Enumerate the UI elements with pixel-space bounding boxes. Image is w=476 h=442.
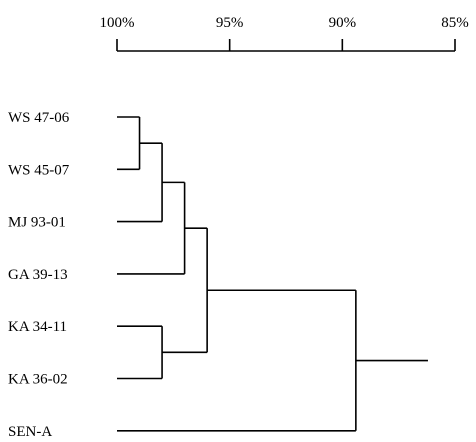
scale-ticks: 100% 95% 90% 85%: [100, 15, 469, 51]
leaf-label: KA 36-02: [8, 372, 68, 388]
leaf-label: WS 47-06: [8, 110, 70, 126]
tree-branches: [117, 116, 428, 432]
similarity-scale: 100% 95% 90% 85%: [100, 15, 469, 52]
leaf-label: MJ 93-01: [8, 215, 66, 231]
leaf-label: SEN-A: [8, 424, 52, 440]
leaf-label: KA 34-11: [8, 319, 67, 335]
leaf-label: GA 39-13: [8, 267, 68, 283]
scale-tick-label: 85%: [441, 15, 469, 31]
leaf-label: WS 45-07: [8, 162, 70, 178]
scale-tick-label: 90%: [329, 15, 357, 31]
scale-tick-label: 100%: [100, 15, 135, 31]
leaf-labels: WS 47-06 WS 45-07 MJ 93-01 GA 39-13 KA 34-11…: [8, 110, 70, 440]
scale-tick-label: 95%: [216, 15, 244, 31]
